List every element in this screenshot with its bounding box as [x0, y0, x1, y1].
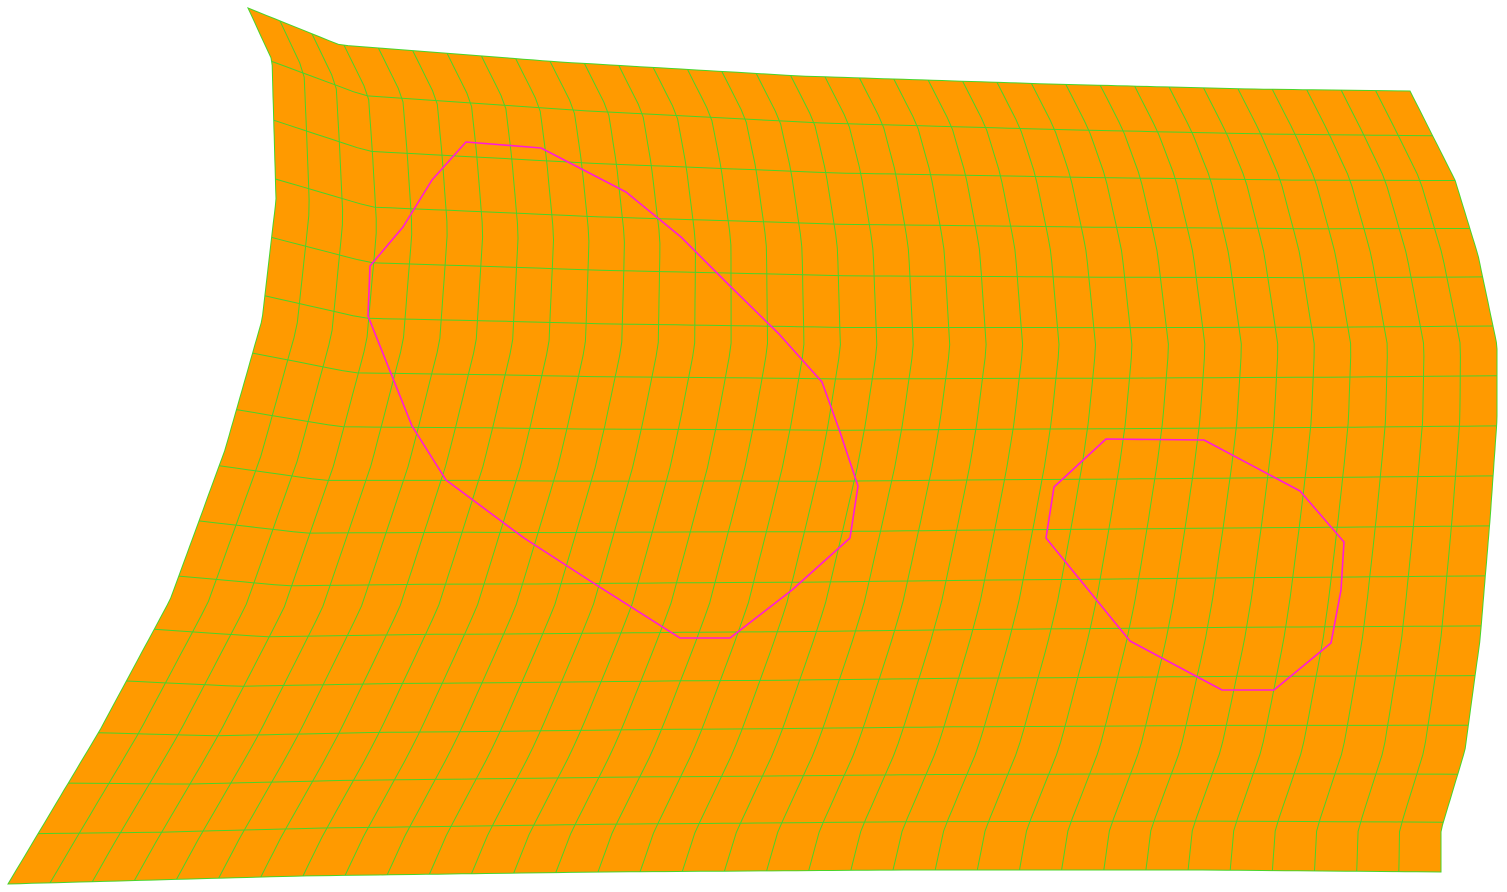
mesh-row-line [271, 61, 1433, 137]
mesh-row-line [38, 820, 1444, 835]
mesh-row-line [271, 236, 1483, 279]
surface-patch [8, 8, 1497, 884]
mesh-row-line [68, 773, 1458, 785]
mesh-row-line [252, 352, 1498, 380]
mesh-row-line [98, 724, 1469, 737]
mesh-row-line [236, 409, 1497, 431]
small-trim-loop [1045, 438, 1345, 691]
large-trim-loop [367, 141, 859, 639]
mesh-row-line [126, 675, 1476, 687]
mesh-row-line [178, 575, 1486, 587]
mesh-row-line [154, 625, 1482, 638]
surface-outline [7, 7, 1498, 885]
surface-mesh-grid [38, 20, 1498, 884]
trim-curves [367, 141, 1345, 691]
mesh-row-line [264, 295, 1494, 329]
mesh-row-line [198, 520, 1490, 534]
mesh-row-line [273, 119, 1456, 181]
mesh-row-line [219, 465, 1494, 482]
surface-border [7, 7, 1498, 885]
mesh-row-line [275, 178, 1470, 230]
